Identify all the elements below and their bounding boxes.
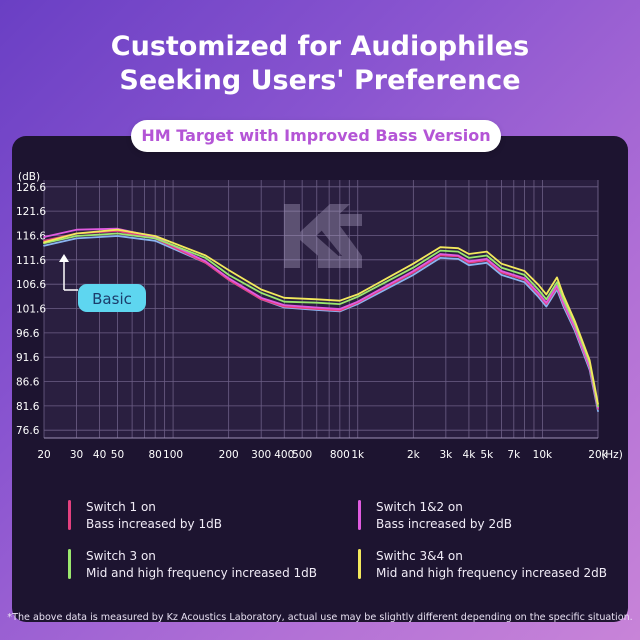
x-tick-label: 10k [533,449,553,461]
y-tick-label: 91.6 [16,352,40,364]
kz-logo-shape [284,204,352,268]
x-tick-label: 400 [274,449,294,461]
headline-line-2: Seeking Users' Preference [119,65,521,96]
y-tick-label: 76.6 [16,425,40,437]
x-tick-label: 2k [407,449,421,461]
x-tick-label: 3k [439,449,453,461]
kz-logo-icon [284,204,362,268]
legend-swatch-switch-1 [68,500,71,530]
x-tick-label: 30 [70,449,83,461]
x-tick-label: 200 [219,449,239,461]
legend-swatch-switch-1-2 [358,500,361,530]
y-tick-label: 106.6 [16,279,46,291]
x-tick-label: 4k [463,449,477,461]
headline-line-1: Customized for Audiophiles [110,31,530,62]
legend-swatch-switch-3 [68,549,71,579]
series-line [43,227,599,409]
page-title: Customized for Audiophiles Seeking Users… [0,30,640,98]
series-line [43,228,599,405]
y-tick-label: 126.6 [16,182,46,194]
x-tick-label: 80 [148,449,161,461]
version-badge: HM Target with Improved Bass Version [131,120,501,152]
legend-swatch-switch-3-4 [358,549,361,579]
x-tick-label: 20 [37,449,50,461]
x-tick-label: 1k [351,449,365,461]
x-tick-label: 300 [251,449,271,461]
legend-item-switch-3: Switch 3 on Mid and high frequency incre… [86,548,317,582]
x-tick-label: 5k [480,449,494,461]
legend-desc: Bass increased by 2dB [376,517,512,531]
legend-title: Switch 1 on [86,500,156,514]
x-axis-label: (Hz) [601,449,623,461]
legend-item-switch-1: Switch 1 on Bass increased by 1dB [86,499,222,533]
x-tick-label: 50 [111,449,124,461]
footnote: *The above data is measured by Kz Acoust… [7,612,633,623]
x-tick-label: 500 [292,449,312,461]
x-tick-label: 800 [330,449,350,461]
annotation-bubble [78,284,146,312]
x-tick-label: 20k [588,449,608,461]
y-tick-label: 101.6 [16,304,46,316]
y-tick-label: 86.6 [16,377,40,389]
legend-item-switch-3-4: Swithc 3&4 on Mid and high frequency inc… [376,548,607,582]
legend-desc: Mid and high frequency increased 2dB [376,566,607,580]
y-tick-label: 121.6 [16,206,46,218]
legend-title: Swithc 3&4 on [376,549,463,563]
annotation-label: Basic [92,290,132,308]
y-tick-label: 96.6 [16,328,40,340]
y-tick-label: 111.6 [16,255,46,267]
y-tick-label: 81.6 [16,401,40,413]
annotation-arrow-head [59,254,69,262]
x-tick-label: 40 [93,449,106,461]
legend-desc: Mid and high frequency increased 1dB [86,566,317,580]
legend-title: Switch 3 on [86,549,156,563]
x-tick-label: 100 [163,449,183,461]
legend-title: Switch 1&2 on [376,500,463,514]
legend-item-switch-1-2: Switch 1&2 on Bass increased by 2dB [376,499,512,533]
x-tick-label: 7k [507,449,521,461]
legend-desc: Bass increased by 1dB [86,517,222,531]
kz-logo-shape [318,214,362,268]
y-tick-label: 116.6 [16,230,46,242]
series-line [43,232,599,408]
y-axis-label: (dB) [18,171,40,183]
